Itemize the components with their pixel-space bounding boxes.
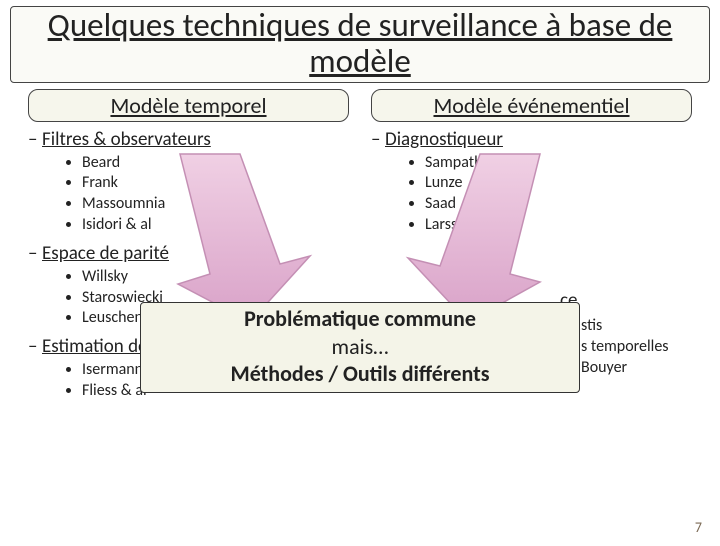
arrow-right bbox=[400, 144, 570, 324]
arrow-left bbox=[150, 144, 320, 324]
slide-title: Quelques techniques de surveillance à ba… bbox=[17, 7, 703, 80]
overlay-line2: mais… bbox=[145, 333, 575, 361]
overlay-box: Problématique commune mais… Méthodes / O… bbox=[140, 302, 580, 393]
slide-title-box: Quelques techniques de surveillance à ba… bbox=[10, 6, 710, 83]
right-li-frag-1: stis bbox=[581, 316, 602, 335]
right-heading: Modèle événementiel bbox=[371, 89, 692, 122]
page-number: 7 bbox=[695, 519, 702, 536]
right-li-frag-3: Bouyer bbox=[581, 358, 627, 377]
overlay-line1: Problématique commune bbox=[145, 305, 575, 333]
left-heading: Modèle temporel bbox=[28, 89, 349, 122]
overlay-line3: Méthodes / Outils différents bbox=[145, 360, 575, 388]
right-li-frag-2: s temporelles bbox=[581, 337, 669, 356]
